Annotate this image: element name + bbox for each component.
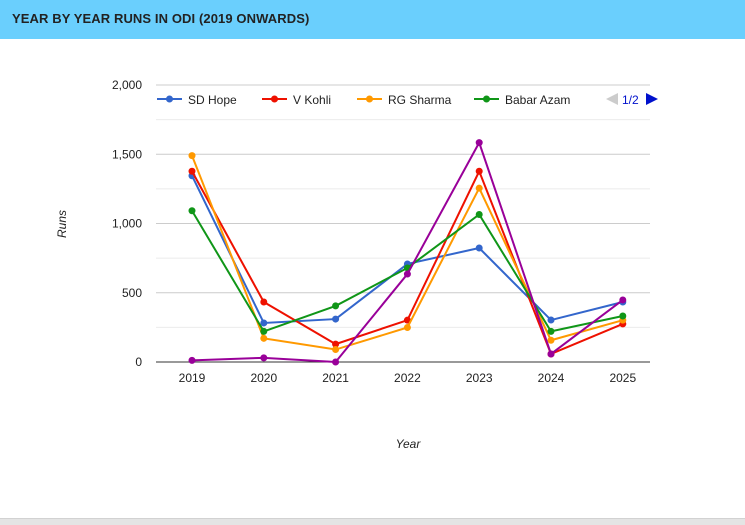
x-tick-label: 2025 — [609, 371, 636, 385]
data-point[interactable] — [475, 210, 483, 218]
legend-label: SD Hope — [188, 93, 237, 107]
data-point[interactable] — [403, 324, 411, 332]
data-point[interactable] — [403, 270, 411, 278]
x-tick-label: 2024 — [538, 371, 565, 385]
y-tick-label: 1,500 — [112, 147, 142, 161]
chart-header: YEAR BY YEAR RUNS IN ODI (2019 ONWARDS) — [0, 0, 745, 39]
y-tick-label: 1,000 — [112, 217, 142, 231]
data-point[interactable] — [332, 340, 340, 348]
triangle-right-icon[interactable] — [646, 93, 658, 105]
x-tick-label: 2022 — [394, 371, 421, 385]
data-point[interactable] — [188, 207, 196, 215]
data-point[interactable] — [475, 167, 483, 175]
x-tick-label: 2019 — [179, 371, 206, 385]
x-tick-label: 2020 — [250, 371, 277, 385]
legend-marker-icon — [483, 95, 490, 103]
legend-label: Babar Azam — [505, 93, 570, 107]
data-point[interactable] — [403, 316, 411, 324]
series-sd-hope — [188, 172, 627, 327]
triangle-left-icon[interactable] — [606, 93, 618, 105]
legend-pager: 1/2 — [606, 93, 658, 107]
data-point[interactable] — [332, 315, 340, 323]
legend-marker-icon — [166, 95, 173, 103]
legend-item[interactable]: SD Hope — [157, 93, 237, 107]
data-point[interactable] — [260, 319, 268, 327]
chart-title: YEAR BY YEAR RUNS IN ODI (2019 ONWARDS) — [12, 11, 310, 26]
data-point[interactable] — [260, 334, 268, 342]
data-point[interactable] — [260, 327, 268, 335]
y-axis-ticks: 0 500 1,000 1,500 2,000 — [112, 78, 142, 369]
legend-item[interactable]: RG Sharma — [357, 93, 452, 107]
series-babar-azam — [188, 207, 627, 335]
data-point[interactable] — [475, 184, 483, 192]
data-point[interactable] — [547, 336, 555, 344]
y-tick-label: 0 — [135, 355, 142, 369]
data-point[interactable] — [547, 316, 555, 324]
legend-label: V Kohli — [293, 93, 331, 107]
series-lines — [188, 139, 627, 366]
data-point[interactable] — [475, 139, 483, 147]
legend: SD Hope V Kohli RG Sharma Babar Azam — [157, 93, 570, 107]
series-page-2-series — [188, 139, 627, 366]
y-axis-title: Runs — [55, 210, 69, 238]
x-tick-label: 2021 — [322, 371, 349, 385]
data-point[interactable] — [332, 346, 340, 354]
legend-page-label: 1/2 — [622, 93, 639, 107]
bottom-border — [0, 518, 745, 525]
data-point[interactable] — [547, 327, 555, 335]
legend-item[interactable]: Babar Azam — [474, 93, 570, 107]
x-axis-ticks: 2019 2020 2021 2022 2023 2024 2025 — [179, 371, 637, 385]
data-point[interactable] — [547, 350, 555, 358]
legend-label: RG Sharma — [388, 93, 452, 107]
legend-marker-icon — [271, 95, 278, 103]
data-point[interactable] — [188, 167, 196, 175]
legend-item[interactable]: V Kohli — [262, 93, 331, 107]
x-axis-title: Year — [396, 437, 422, 451]
data-point[interactable] — [619, 296, 627, 304]
data-point[interactable] — [332, 358, 340, 366]
legend-marker-icon — [366, 95, 373, 103]
y-tick-label: 2,000 — [112, 78, 142, 92]
x-tick-label: 2023 — [466, 371, 493, 385]
data-point[interactable] — [188, 356, 196, 364]
data-point[interactable] — [188, 152, 196, 160]
data-point[interactable] — [475, 244, 483, 252]
data-point[interactable] — [260, 298, 268, 306]
data-point[interactable] — [260, 354, 268, 362]
series-line — [191, 175, 624, 324]
data-point[interactable] — [332, 302, 340, 310]
y-tick-label: 500 — [122, 286, 142, 300]
data-point[interactable] — [619, 312, 627, 320]
gridlines — [156, 84, 650, 363]
